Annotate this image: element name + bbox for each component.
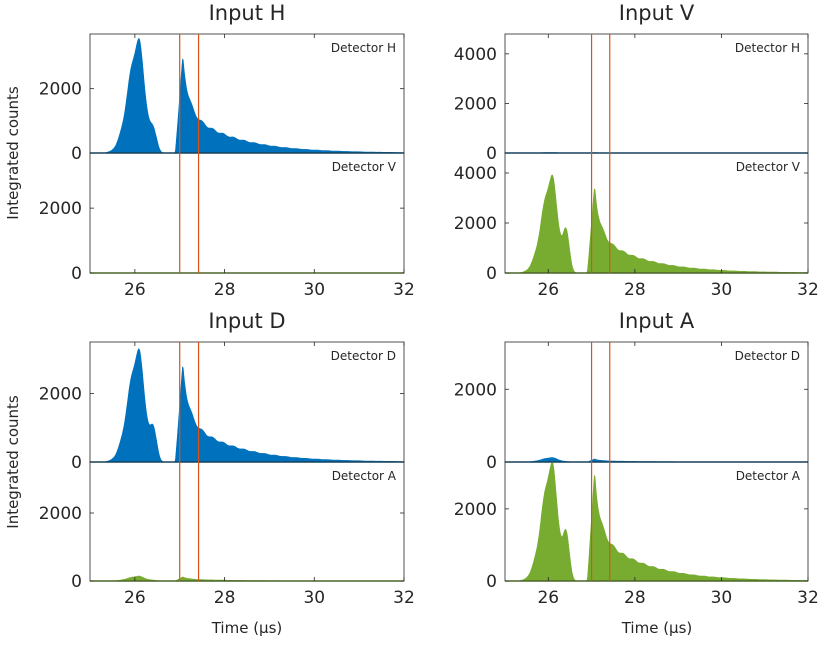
axes-frame (504, 152, 809, 274)
axes-frame (504, 461, 809, 582)
detector-label: Detector D (331, 349, 396, 363)
x-tick-label: 32 (797, 280, 819, 300)
x-tick-label: 28 (624, 280, 646, 300)
panel-title: Input V (619, 1, 695, 25)
detector-label: Detector H (331, 41, 396, 55)
x-axis-label: Time (μs) (621, 619, 693, 637)
x-tick-label: 28 (624, 588, 646, 608)
x-tick-label: 30 (711, 588, 733, 608)
axes-frame (89, 152, 405, 274)
y-tick-label: 0 (486, 144, 497, 164)
histogram-area (105, 37, 403, 154)
detector-label: Detector D (735, 349, 800, 363)
x-tick-label: 30 (303, 588, 325, 608)
x-axis-label: Time (μs) (211, 619, 283, 637)
x-tick-label: 32 (393, 588, 415, 608)
detector-label: Detector A (736, 469, 801, 483)
x-tick-label: 26 (124, 588, 146, 608)
panel-title: Input H (209, 1, 286, 25)
detector-label: Detector A (332, 469, 397, 483)
y-tick-label: 2000 (39, 199, 82, 219)
histogram-area (105, 575, 402, 582)
x-tick-label: 30 (303, 280, 325, 300)
x-tick-label: 32 (797, 588, 819, 608)
detector-label: Detector V (736, 160, 801, 174)
axes-frame (89, 461, 405, 582)
y-tick-label: 0 (71, 264, 82, 284)
x-tick-label: 26 (537, 280, 559, 300)
histogram-area (519, 174, 807, 274)
y-tick-label: 0 (71, 572, 82, 592)
y-tick-label: 2000 (39, 384, 82, 404)
x-tick-label: 32 (393, 280, 415, 300)
y-tick-label: 0 (486, 572, 497, 592)
detector-label: Detector V (332, 160, 397, 174)
x-tick-label: 28 (214, 588, 236, 608)
y-tick-label: 2000 (39, 80, 82, 100)
histogram-area (105, 348, 403, 463)
x-tick-label: 30 (711, 280, 733, 300)
y-tick-label: 0 (71, 144, 82, 164)
y-tick-label: 4000 (454, 45, 497, 65)
y-tick-label: 2000 (454, 94, 497, 114)
x-tick-label: 26 (124, 280, 146, 300)
panel-title: Input A (619, 309, 695, 333)
y-tick-label: 0 (486, 264, 497, 284)
x-tick-label: 26 (537, 588, 559, 608)
y-tick-label: 0 (71, 453, 82, 473)
y-tick-label: 2000 (454, 380, 497, 400)
y-tick-label: 4000 (454, 164, 497, 184)
y-axis-label: Integrated counts (4, 86, 22, 220)
y-tick-label: 2000 (454, 500, 497, 520)
y-axis-label: Integrated counts (4, 395, 22, 529)
panel-title: Input D (208, 309, 285, 333)
y-tick-label: 0 (486, 453, 497, 473)
detector-label: Detector H (735, 41, 800, 55)
x-tick-label: 28 (214, 280, 236, 300)
y-tick-label: 2000 (39, 504, 82, 524)
y-tick-label: 2000 (454, 214, 497, 234)
